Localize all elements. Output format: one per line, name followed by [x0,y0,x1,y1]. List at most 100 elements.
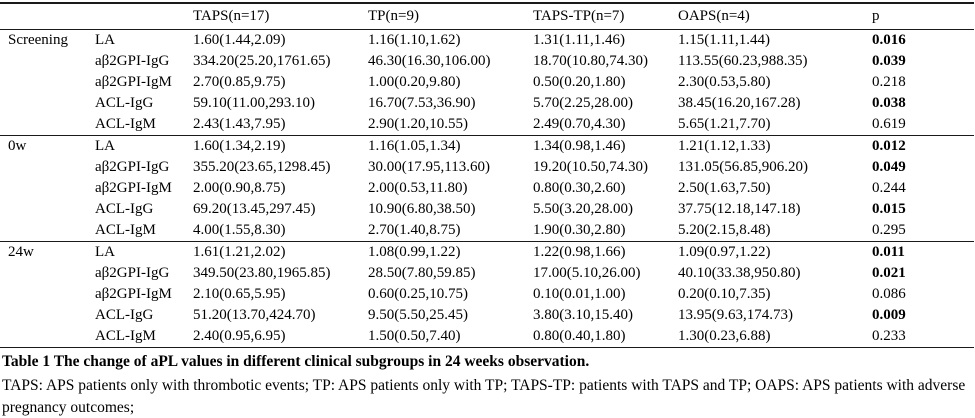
cell-value: 0.80(0.30,2.60) [533,180,626,196]
cell-value: 1.50(0.50,7.40) [368,328,461,344]
cell-value: 69.20(13.45,297.45) [193,201,316,217]
cell-value: 46.30(16.30,106.00) [368,53,491,69]
header-taps-tp: TAPS-TP(n=7) [533,3,678,30]
cell-value: 1.16(1.10,1.62) [368,32,461,48]
cell-value: 1.00(0.20,9.80) [368,74,461,90]
cell-value: 1.61(1.21,2.02) [193,241,368,263]
table-row: aβ2GPI-IgG 349.50(23.80,1965.85) 28.50(7.8… [0,263,974,284]
cell-test: LA [95,32,115,48]
table-row: aβ2GPI-IgM 2.00(0.90,8.75) 2.00(0.53,11.80… [0,178,974,199]
cell-group [0,51,95,72]
cell-value: 2.40(0.95,6.95) [193,328,286,344]
cell-value: 1.22(0.98,1.66) [533,241,678,263]
cell-p-value: 0.049 [872,159,906,175]
cell-value: 2.00(0.90,8.75) [193,180,286,196]
cell-value: 0.50(0.20,1.80) [533,74,626,90]
header-group [0,3,95,30]
table-row: ACL-IgG 69.20(13.45,297.45) 10.90(6.80,38.… [0,199,974,220]
cell-value: 4.00(1.55,8.30) [193,222,286,238]
cell-group [0,284,95,305]
cell-group [0,199,95,220]
cell-group [0,305,95,326]
cell-group [0,72,95,93]
header-taps: TAPS(n=17) [193,3,368,30]
cell-group: Screening [8,32,68,48]
cell-group: 0w [0,135,95,157]
header-test [95,3,193,30]
cell-value: 28.50(7.80,59.85) [368,265,476,281]
cell-value: 1.08(0.99,1.22) [368,241,533,263]
cell-group [0,157,95,178]
cell-value: 9.50(5.50,25.45) [368,307,468,323]
cell-value: 1.60(1.34,2.19) [193,135,368,157]
cell-test: ACL-IgG [95,307,154,323]
table-row: ACL-IgG 59.10(11.00,293.10) 16.70(7.53,36.… [0,93,974,114]
cell-p-value: 0.086 [872,286,906,302]
table-row: 24w LA 1.61(1.21,2.02) 1.08(0.99,1.22) 1.22(… [0,241,974,263]
table-row: ACL-IgM 4.00(1.55,8.30) 2.70(1.40,8.75) 1.9… [0,220,974,242]
cell-test: aβ2GPI-IgM [95,286,172,302]
cell-value: 13.95(9.63,174.73) [678,307,793,323]
cell-p-value: 0.244 [872,180,906,196]
cell-value: 1.09(0.97,1.22) [678,241,872,263]
cell-value: 10.90(6.80,38.50) [368,201,476,217]
cell-value: 2.30(0.53,5.80) [678,74,771,90]
cell-value: 37.75(12.18,147.18) [678,201,801,217]
cell-value: 1.30(0.23,6.88) [678,328,771,344]
cell-value: 0.60(0.25,10.75) [368,286,468,302]
table-row: Screening LA 1.60(1.44,2.09) 1.16(1.10,1.62… [0,30,974,52]
cell-group [0,114,95,136]
cell-p-value: 0.233 [872,328,906,344]
cell-value: 113.55(60.23,988.35) [678,53,808,69]
apl-values-table: TAPS(n=17) TP(n=9) TAPS-TP(n=7) OAPS(n=4… [0,2,974,348]
table-row: aβ2GPI-IgM 2.10(0.65,5.95) 0.60(0.25,10.75… [0,284,974,305]
cell-value: 5.70(2.25,28.00) [533,95,633,111]
table-row: ACL-IgG 51.20(13.70,424.70) 9.50(5.50,25.4… [0,305,974,326]
table-row: 0w LA 1.60(1.34,2.19) 1.16(1.05,1.34) 1.34(0… [0,135,974,157]
cell-p-value: 0.295 [872,222,906,238]
cell-value: 16.70(7.53,36.90) [368,95,476,111]
cell-value: 40.10(33.38,950.80) [678,265,801,281]
cell-p-value: 0.011 [872,241,974,263]
cell-value: 2.70(1.40,8.75) [368,222,461,238]
table-row: ACL-IgM 2.43(1.43,7.95) 2.90(1.20,10.55) 2.… [0,114,974,136]
cell-value: 5.20(2.15,8.48) [678,222,771,238]
cell-group [0,178,95,199]
cell-value: 59.10(11.00,293.10) [193,95,315,111]
cell-value: 1.34(0.98,1.46) [533,135,678,157]
table-body: Screening LA 1.60(1.44,2.09) 1.16(1.10,1.62… [0,30,974,348]
table-header-row: TAPS(n=17) TP(n=9) TAPS-TP(n=7) OAPS(n=4… [0,3,974,30]
cell-p-value: 0.039 [872,53,906,69]
cell-value: 18.70(10.80,74.30) [533,53,648,69]
cell-value: 2.00(0.53,11.80) [368,180,468,196]
cell-value: 0.20(0.10,7.35) [678,286,771,302]
cell-value: 5.65(1.21,7.70) [678,116,771,132]
cell-test: ACL-IgM [95,328,156,344]
cell-test: aβ2GPI-IgM [95,74,172,90]
cell-p-value: 0.038 [872,95,906,111]
cell-value: 131.05(56.85,906.20) [678,159,808,175]
table-row: aβ2GPI-IgG 334.20(25.20,1761.65) 46.30(16.… [0,51,974,72]
cell-test: ACL-IgM [95,222,156,238]
header-p: p [872,3,974,30]
cell-value: 1.31(1.11,1.46) [533,32,625,48]
cell-value: 19.20(10.50,74.30) [533,159,648,175]
cell-test: aβ2GPI-IgM [95,180,172,196]
cell-value: 1.60(1.44,2.09) [193,32,286,48]
cell-p-value: 0.021 [872,265,906,281]
cell-p-value: 0.015 [872,201,906,217]
cell-value: 17.00(5.10,26.00) [533,265,641,281]
cell-value: 2.10(0.65,5.95) [193,286,286,302]
cell-value: 0.10(0.01,1.00) [533,286,626,302]
cell-p-value: 0.619 [872,116,906,132]
cell-p-value: 0.009 [872,307,906,323]
cell-test: ACL-IgM [95,116,156,132]
cell-value: 3.80(3.10,15.40) [533,307,633,323]
cell-value: 1.15(1.11,1.44) [678,32,770,48]
table-caption: Table 1 The change of aPL values in diff… [2,353,590,370]
cell-test: LA [95,241,193,263]
cell-value: 349.50(23.80,1965.85) [193,265,331,281]
cell-value: 1.90(0.30,2.80) [533,222,626,238]
cell-value: 355.20(23.65,1298.45) [193,159,331,175]
